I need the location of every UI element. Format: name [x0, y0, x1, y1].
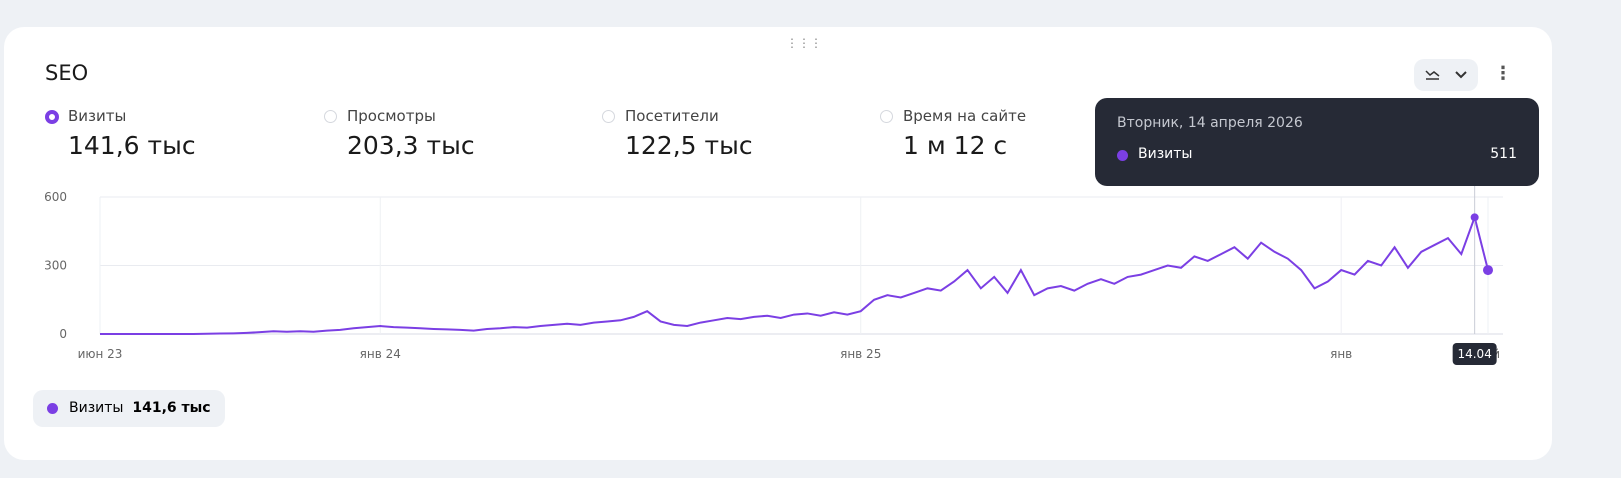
legend-swatch — [47, 403, 58, 414]
metric-value: 141,6 тыс — [68, 131, 196, 160]
drag-handle[interactable]: ⋮⋮⋮ — [786, 36, 822, 50]
metric-value: 122,5 тыс — [625, 131, 753, 160]
chart-type-button[interactable] — [1414, 59, 1478, 91]
widget-title: SEO — [45, 61, 89, 85]
tooltip-series: Визиты — [1138, 146, 1193, 162]
tooltip: Вторник, 14 апреля 2026 Визиты 511 — [1095, 98, 1539, 186]
metric[interactable]: Посетители 122,5 тыс — [602, 107, 753, 160]
x-tick-label: июн 23 — [78, 347, 123, 361]
y-tick-label: 600 — [44, 190, 67, 204]
metric[interactable]: Визиты 141,6 тыс — [45, 107, 196, 160]
end-point — [1483, 265, 1493, 276]
metric-value: 1 м 12 с — [903, 131, 1008, 160]
legend-item[interactable]: Визиты 141,6 тыс — [33, 390, 225, 427]
legend-name: Визиты — [69, 400, 124, 416]
metric-name: Визиты — [45, 107, 196, 125]
legend-total: 141,6 тыс — [132, 400, 211, 416]
series-line — [100, 213, 1489, 335]
x-tick-label: янв — [1330, 347, 1352, 361]
menu-button[interactable]: ⋮ — [1494, 63, 1512, 84]
metric-name: Время на сайте — [880, 107, 1026, 125]
hover-label: 14.04 — [1457, 347, 1491, 361]
y-tick-label: 300 — [44, 259, 67, 273]
metric-name: Просмотры — [324, 107, 475, 125]
hover-point — [1470, 213, 1479, 222]
tooltip-value: 511 — [1490, 146, 1517, 162]
x-tick-label: янв 25 — [840, 347, 881, 361]
x-tick-label: янв 24 — [360, 347, 401, 361]
y-tick-label: 0 — [59, 327, 67, 341]
metric[interactable]: Время на сайте 1 м 12 с — [880, 107, 1026, 160]
metric[interactable]: Просмотры 203,3 тыс — [324, 107, 475, 160]
hover-label-bg — [1452, 343, 1497, 365]
tooltip-date: Вторник, 14 апреля 2026 — [1117, 115, 1303, 131]
metric-value: 203,3 тыс — [347, 131, 475, 160]
tooltip-swatch — [1117, 150, 1128, 161]
metric-name: Посетители — [602, 107, 753, 125]
